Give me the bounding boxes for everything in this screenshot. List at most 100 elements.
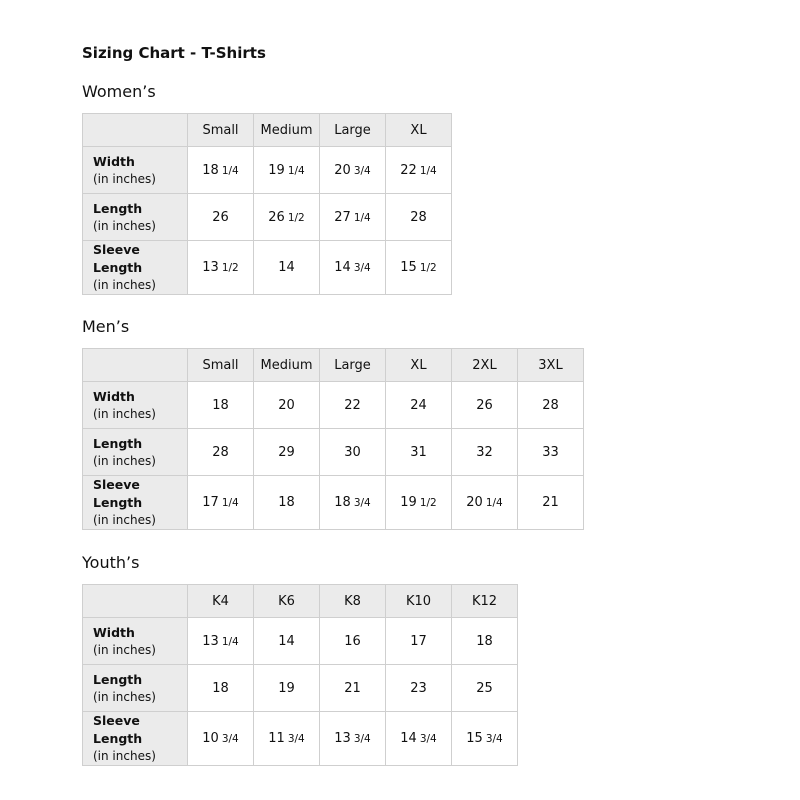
table-row: Width (in inches) 13 1/4 14 16 17 18 (82, 617, 518, 665)
measurement-name: Sleeve Length (93, 713, 143, 746)
value-whole: 13 (202, 260, 219, 275)
value-cell: 24 (385, 381, 452, 429)
value-cell: 22 1/4 (385, 146, 452, 194)
value-whole: 15 (400, 260, 417, 275)
value-whole: 18 (212, 680, 229, 696)
size-header: K8 (319, 584, 386, 618)
value-cell: 18 (451, 617, 518, 665)
value-whole: 22 (344, 397, 361, 413)
value-whole: 13 (202, 633, 219, 649)
value-fraction: 1/2 (287, 211, 305, 224)
section-title: Men’s (82, 317, 130, 336)
value-cell: 19 (253, 664, 320, 712)
size-header: Small (187, 113, 254, 147)
value-whole: 25 (476, 680, 493, 696)
value-fraction: 3/4 (287, 733, 305, 745)
row-label: Width (in inches) (82, 146, 188, 194)
value-fraction: 1/2 (419, 262, 437, 274)
value-cell: 11 3/4 (253, 711, 320, 766)
value-whole: 26 (476, 397, 493, 413)
value-whole: 30 (344, 444, 361, 460)
value-cell: 18 3/4 (319, 475, 386, 530)
value-cell: 18 (187, 381, 254, 429)
value-fraction: 3/4 (353, 733, 371, 745)
value-cell: 21 (517, 475, 584, 530)
value-whole: 14 (278, 260, 295, 275)
value-cell: 28 (385, 193, 452, 241)
value-cell: 16 (319, 617, 386, 665)
table-row: Width (in inches) 18 20 22 24 26 28 (82, 381, 584, 429)
size-header: Large (319, 348, 386, 382)
value-cell: 22 (319, 381, 386, 429)
value-whole: 27 (334, 209, 351, 225)
value-fraction: 1/4 (353, 211, 371, 224)
value-fraction: 3/4 (221, 733, 239, 745)
value-whole: 18 (476, 633, 493, 649)
measurement-name: Width (93, 624, 135, 640)
value-cell: 26 (187, 193, 254, 241)
value-whole: 28 (212, 444, 229, 460)
value-cell: 30 (319, 428, 386, 476)
value-whole: 14 (334, 260, 351, 275)
value-whole: 18 (278, 495, 295, 510)
measurement-name: Sleeve Length (93, 477, 143, 510)
value-cell: 18 1/4 (187, 146, 254, 194)
unit-label: (in inches) (93, 749, 156, 763)
corner-cell (82, 584, 188, 618)
value-whole: 17 (410, 633, 427, 649)
value-whole: 29 (278, 444, 295, 460)
value-fraction: 1/4 (221, 497, 239, 509)
table-row: Sleeve Length (in inches) 13 1/2 14 14 3/4 15 1/… (82, 240, 452, 295)
value-cell: 21 (319, 664, 386, 712)
value-cell: 26 (451, 381, 518, 429)
unit-label: (in inches) (93, 513, 156, 527)
value-fraction: 3/4 (485, 733, 503, 745)
unit-label: (in inches) (93, 171, 156, 186)
size-header: XL (385, 348, 452, 382)
unit-label: (in inches) (93, 406, 156, 421)
unit-label: (in inches) (93, 453, 156, 468)
value-cell: 14 3/4 (385, 711, 452, 766)
value-whole: 13 (334, 731, 351, 746)
corner-cell (82, 348, 188, 382)
size-header: K10 (385, 584, 452, 618)
row-label: Length (in inches) (82, 428, 188, 476)
value-whole: 32 (476, 444, 493, 460)
size-table: Small Medium Large XL Width (in inches) 18 1/4 1… (82, 113, 452, 295)
value-cell: 10 3/4 (187, 711, 254, 766)
row-label: Width (in inches) (82, 381, 188, 429)
value-cell: 19 1/2 (385, 475, 452, 530)
header-row: Small Medium Large XL 2XL 3XL (82, 348, 584, 382)
value-cell: 13 1/4 (187, 617, 254, 665)
value-whole: 14 (400, 731, 417, 746)
value-cell: 25 (451, 664, 518, 712)
unit-label: (in inches) (93, 218, 156, 233)
value-cell: 20 3/4 (319, 146, 386, 194)
value-fraction: 1/4 (221, 164, 239, 177)
value-cell: 13 3/4 (319, 711, 386, 766)
value-cell: 27 1/4 (319, 193, 386, 241)
size-header: 3XL (517, 348, 584, 382)
value-whole: 20 (466, 495, 483, 510)
value-cell: 18 (187, 664, 254, 712)
value-cell: 26 1/2 (253, 193, 320, 241)
value-whole: 28 (542, 397, 559, 413)
table-row: Sleeve Length (in inches) 10 3/4 11 3/4 13 3/4 1… (82, 711, 518, 766)
row-label: Width (in inches) (82, 617, 188, 665)
size-header: K6 (253, 584, 320, 618)
value-fraction: 1/4 (419, 164, 437, 177)
table-row: Length (in inches) 26 26 1/2 27 1/4 28 (82, 193, 452, 241)
corner-cell (82, 113, 188, 147)
value-whole: 19 (278, 680, 295, 696)
measurement-name: Length (93, 671, 143, 687)
value-fraction: 1/4 (485, 497, 503, 509)
value-whole: 10 (202, 731, 219, 746)
value-whole: 18 (202, 162, 219, 178)
section-title: Youth’s (82, 553, 140, 572)
value-cell: 14 (253, 617, 320, 665)
row-label: Length (in inches) (82, 664, 188, 712)
value-fraction: 1/4 (221, 635, 239, 648)
value-cell: 15 1/2 (385, 240, 452, 295)
value-cell: 13 1/2 (187, 240, 254, 295)
value-fraction: 1/4 (287, 164, 305, 177)
